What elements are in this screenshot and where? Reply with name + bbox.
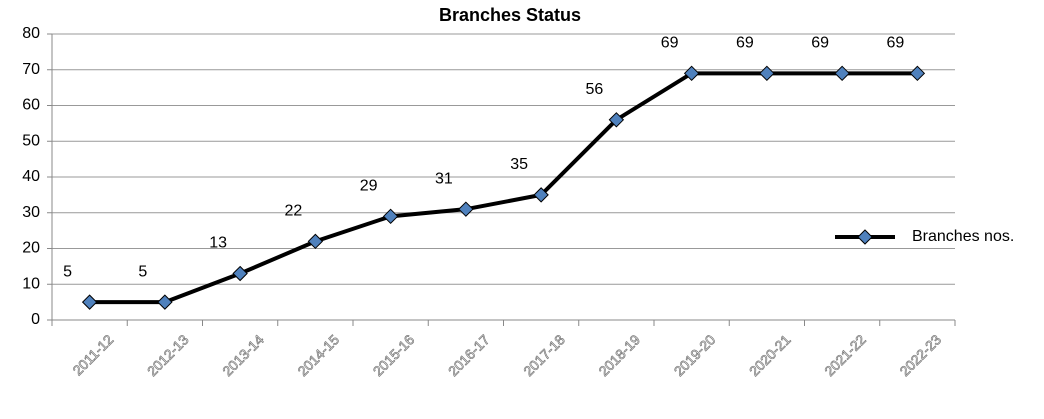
data-label: 13 xyxy=(209,235,227,252)
series-line xyxy=(89,71,918,305)
data-label: 69 xyxy=(736,35,754,52)
data-label: 69 xyxy=(661,35,679,52)
data-label: 31 xyxy=(435,170,453,187)
x-tick-label: 2016-17 xyxy=(445,331,493,379)
data-label: 5 xyxy=(63,263,72,280)
data-label: 35 xyxy=(510,156,528,173)
x-tick-label: 2017-18 xyxy=(520,331,568,379)
marker xyxy=(382,208,399,225)
y-tick-label: 40 xyxy=(22,168,40,185)
marker xyxy=(608,112,625,128)
y-tick-label: 0 xyxy=(31,311,40,328)
x-tick-label: 2011-12 xyxy=(69,331,116,378)
x-tick-label: 2013-14 xyxy=(219,331,267,379)
x-tick-label: 2019-20 xyxy=(671,331,719,379)
x-tick-label: 2020-21 xyxy=(746,331,794,379)
data-label: 22 xyxy=(284,203,302,220)
marker xyxy=(81,294,98,310)
marker xyxy=(533,187,549,203)
x-tick-label: 2012-13 xyxy=(144,331,192,379)
marker xyxy=(834,65,850,82)
data-label: 69 xyxy=(886,35,904,52)
y-tick-label: 80 xyxy=(22,25,40,42)
marker xyxy=(759,65,775,82)
legend-marker xyxy=(857,229,873,245)
marker xyxy=(157,294,173,310)
data-label: 5 xyxy=(138,263,147,280)
y-tick-label: 10 xyxy=(22,275,40,292)
x-tick-label: 2021-22 xyxy=(821,331,869,379)
marker xyxy=(307,233,324,250)
y-tick-label: 60 xyxy=(22,97,40,114)
y-tick-label: 70 xyxy=(22,61,40,78)
marker xyxy=(683,65,700,82)
x-tick-label: 2018-19 xyxy=(595,331,643,379)
y-tick-label: 20 xyxy=(22,240,40,257)
x-tick-label: 2014-15 xyxy=(294,331,342,379)
y-tick-label: 30 xyxy=(22,204,40,221)
x-tick-label: 2015-16 xyxy=(370,331,418,379)
chart-title: Branches Status xyxy=(439,5,581,25)
marker xyxy=(232,265,248,282)
marker xyxy=(458,201,474,217)
data-label: 56 xyxy=(585,81,603,98)
y-tick-label: 50 xyxy=(22,132,40,149)
marker xyxy=(909,65,926,82)
legend-label: Branches nos. xyxy=(912,228,1014,245)
x-tick-label: 2022-23 xyxy=(896,331,944,379)
data-label: 29 xyxy=(360,178,378,195)
data-label: 69 xyxy=(811,35,829,52)
